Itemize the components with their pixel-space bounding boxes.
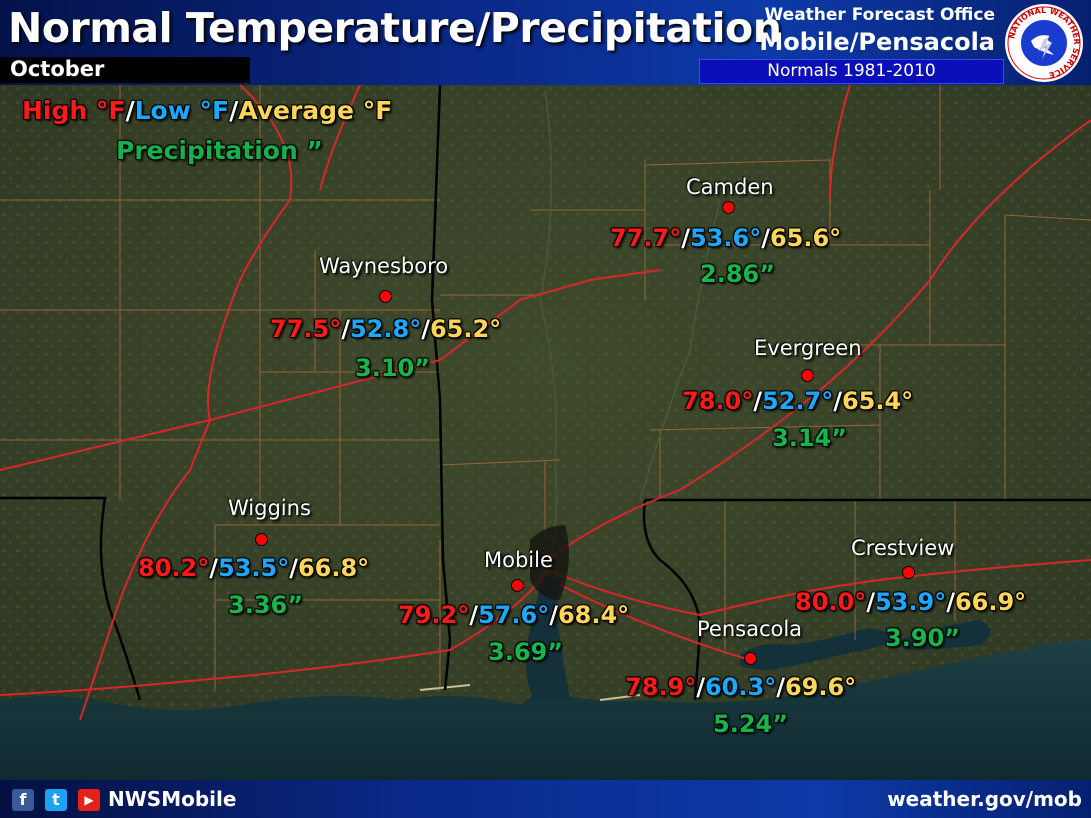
low-temp: 60.3° — [704, 673, 777, 701]
low-temp: 53.6° — [689, 224, 762, 252]
avg-temp: 66.8° — [297, 554, 370, 582]
temp-separator: / — [946, 588, 955, 616]
avg-temp: 65.6° — [769, 224, 842, 252]
satellite-map — [0, 85, 1091, 780]
station-name-wiggins: Wiggins — [228, 496, 311, 520]
month-label: October — [10, 57, 105, 81]
station-name-evergreen: Evergreen — [754, 336, 862, 360]
low-temp: 52.7° — [761, 387, 834, 415]
station-precip-crestview: 3.90” — [885, 624, 960, 652]
station-temps-pensacola: 78.9°/60.3°/69.6° — [625, 673, 856, 701]
social-handle[interactable]: NWSMobile — [108, 787, 237, 811]
station-dot-wiggins[interactable] — [255, 533, 268, 546]
month-bar — [0, 57, 250, 83]
station-name-mobile: Mobile — [484, 548, 553, 572]
temp-separator: / — [209, 554, 218, 582]
legend-separator: / — [229, 96, 239, 125]
station-temps-wiggins: 80.2°/53.5°/66.8° — [138, 554, 369, 582]
high-temp: 78.0° — [682, 387, 754, 415]
station-name-crestview: Crestview — [851, 536, 955, 560]
station-dot-crestview[interactable] — [902, 566, 915, 579]
temp-separator: / — [761, 224, 770, 252]
station-temps-evergreen: 78.0°/52.7°/65.4° — [682, 387, 913, 415]
station-precip-camden: 2.86” — [700, 260, 775, 288]
nws-logo-icon[interactable]: NATIONAL WEATHER SERVICE — [1004, 3, 1084, 83]
website-link[interactable]: weather.gov/mob — [887, 787, 1082, 811]
low-temp: 53.9° — [874, 588, 947, 616]
station-dot-waynesboro[interactable] — [379, 290, 392, 303]
station-dot-pensacola[interactable] — [744, 652, 757, 665]
temp-separator: / — [289, 554, 298, 582]
station-name-waynesboro: Waynesboro — [319, 254, 449, 278]
high-temp: 80.2° — [138, 554, 210, 582]
station-precip-pensacola: 5.24” — [713, 710, 788, 738]
station-name-pensacola: Pensacola — [697, 617, 803, 641]
temp-separator: / — [681, 224, 690, 252]
station-temps-crestview: 80.0°/53.9°/66.9° — [795, 588, 1026, 616]
station-precip-wiggins: 3.36” — [228, 591, 303, 619]
high-temp: 80.0° — [795, 588, 867, 616]
avg-temp: 66.9° — [954, 588, 1027, 616]
footer-banner — [0, 780, 1091, 818]
station-temps-mobile: 79.2°/57.6°/68.4° — [398, 601, 629, 629]
legend-low: Low °F — [134, 96, 230, 125]
station-dot-camden[interactable] — [722, 201, 735, 214]
station-precip-waynesboro: 3.10” — [355, 354, 430, 382]
temp-separator: / — [833, 387, 842, 415]
station-temps-camden: 77.7°/53.6°/65.6° — [610, 224, 841, 252]
temp-separator: / — [549, 601, 558, 629]
avg-temp: 65.2° — [429, 315, 502, 343]
station-name-camden: Camden — [686, 175, 774, 199]
high-temp: 78.9° — [625, 673, 697, 701]
station-precip-mobile: 3.69” — [488, 638, 563, 666]
normals-period: Normals 1981-2010 — [699, 59, 1004, 84]
legend-average: Average °F — [238, 96, 393, 125]
avg-temp: 65.4° — [841, 387, 914, 415]
temp-separator: / — [469, 601, 478, 629]
high-temp: 77.7° — [610, 224, 682, 252]
station-temps-waynesboro: 77.5°/52.8°/65.2° — [270, 315, 501, 343]
temp-separator: / — [421, 315, 430, 343]
temp-separator: / — [341, 315, 350, 343]
low-temp: 53.5° — [217, 554, 290, 582]
office-name: Mobile/Pensacola — [759, 28, 995, 56]
station-dot-evergreen[interactable] — [801, 369, 814, 382]
low-temp: 52.8° — [349, 315, 422, 343]
legend-separator: / — [125, 96, 135, 125]
high-temp: 79.2° — [398, 601, 470, 629]
legend-temperatures: High °F/Low °F/Average °F — [22, 96, 392, 125]
facebook-icon[interactable]: f — [12, 789, 34, 811]
low-temp: 57.6° — [477, 601, 550, 629]
avg-temp: 69.6° — [784, 673, 857, 701]
avg-temp: 68.4° — [557, 601, 630, 629]
office-label: Weather Forecast Office — [764, 5, 995, 25]
youtube-icon[interactable]: ▶ — [78, 789, 100, 811]
temp-separator: / — [776, 673, 785, 701]
temp-separator: / — [696, 673, 705, 701]
legend-high: High °F — [22, 96, 126, 125]
twitter-icon[interactable]: t — [45, 789, 67, 811]
temp-separator: / — [866, 588, 875, 616]
map-title: Normal Temperature/Precipitation — [8, 4, 782, 52]
station-precip-evergreen: 3.14” — [772, 424, 847, 452]
temp-separator: / — [753, 387, 762, 415]
station-dot-mobile[interactable] — [511, 579, 524, 592]
legend-precipitation: Precipitation ” — [116, 136, 323, 165]
high-temp: 77.5° — [270, 315, 342, 343]
